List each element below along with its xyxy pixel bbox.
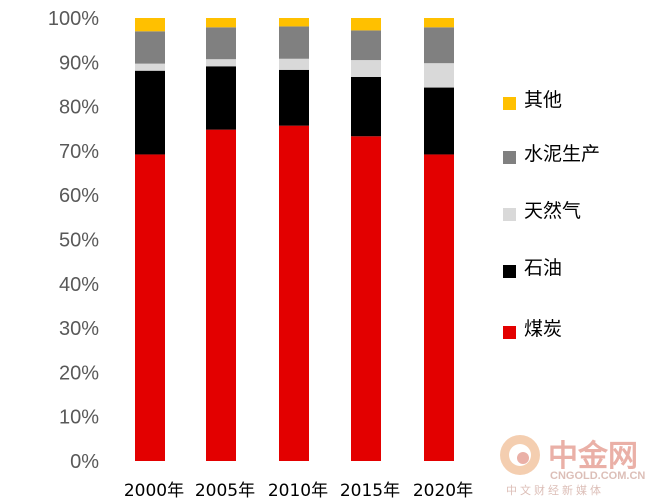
bar-segment-1-3 [279,125,309,462]
y-tick-label: 50% [59,230,99,252]
bar-segment-3-3 [279,58,309,70]
x-tick-label: 2020年 [413,481,473,501]
bar-segment-5-2 [206,18,236,28]
bar-segment-4-3 [279,26,309,59]
x-tick-label: 2005年 [195,481,255,501]
bars-group [135,18,454,462]
watermark: 中金网 CNGOLD.COM.CN 中文财经新媒体 [500,435,645,497]
y-tick-label: 30% [59,318,99,340]
bar-segment-2-5 [424,87,454,155]
bar-segment-4-2 [206,27,236,60]
bar-segment-4-1 [135,31,165,64]
bar-segment-3-5 [424,63,454,88]
bar-segment-5-4 [351,18,381,31]
legend-swatch [503,326,516,339]
y-tick-label: 100% [48,8,99,30]
bar-segment-5-3 [279,18,309,27]
y-tick-label: 60% [59,185,99,207]
x-tick-label: 2010年 [268,481,328,501]
bar-segment-3-2 [206,59,236,67]
legend-label: 其他 [524,89,562,111]
legend-label: 煤炭 [524,318,562,340]
y-tick-label: 90% [59,52,99,74]
bar-segment-2-2 [206,66,236,130]
y-tick-label: 0% [70,451,99,473]
legend-label: 天然气 [524,200,581,222]
bar-segment-2-3 [279,69,309,126]
bar-segment-3-4 [351,60,381,77]
y-tick-label: 10% [59,407,99,429]
legend-label: 石油 [524,257,562,279]
y-tick-label: 40% [59,274,99,296]
legend-swatch [503,151,516,164]
bar-segment-5-1 [135,18,165,32]
bar-segment-4-4 [351,30,381,61]
x-axis: 2000年 2005年 2010年 2015年 2020年 [124,481,473,501]
bar-segment-4-5 [424,27,454,64]
legend-swatch [503,265,516,278]
y-tick-label: 80% [59,97,99,119]
bar-segment-1-1 [135,154,165,461]
y-tick-label: 20% [59,362,99,384]
bar-segment-1-2 [206,129,236,462]
watermark-name: 中金网 [548,439,638,474]
watermark-subtitle: 中文财经新媒体 [506,483,604,497]
x-tick-label: 2000年 [124,481,184,501]
watermark-site: CNGOLD.COM.CN [550,470,645,482]
x-tick-label: 2015年 [340,481,400,501]
legend-swatch [503,97,516,110]
y-axis: 0% 10% 20% 30% 40% 50% 60% 70% 80% 90% 100% [48,8,99,473]
bar-segment-1-4 [351,136,381,461]
bar-segment-2-4 [351,76,381,137]
bar-segment-1-5 [424,154,454,461]
legend-swatch [503,208,516,221]
bar-segment-2-1 [135,70,165,155]
bar-segment-5-5 [424,18,454,28]
y-tick-label: 70% [59,141,99,163]
bar-segment-3-1 [135,63,165,71]
legend-label: 水泥生产 [524,143,600,165]
